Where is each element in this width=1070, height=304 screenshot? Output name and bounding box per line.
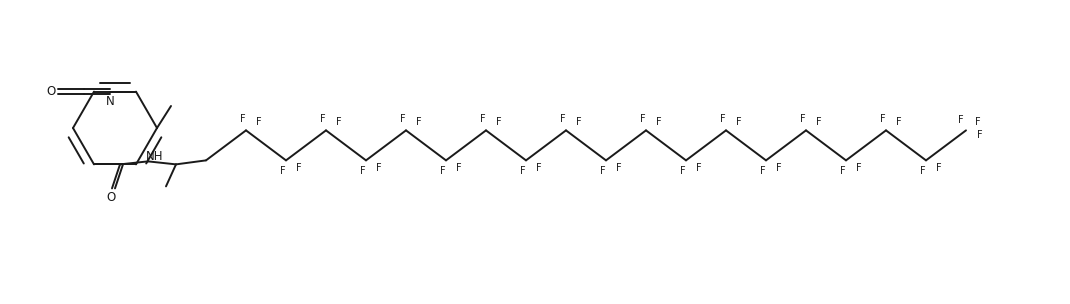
- Text: F: F: [600, 166, 606, 176]
- Text: F: F: [320, 114, 325, 124]
- Text: F: F: [496, 117, 502, 127]
- Text: F: F: [720, 114, 725, 124]
- Text: F: F: [681, 166, 686, 176]
- Text: F: F: [400, 114, 406, 124]
- Text: F: F: [936, 163, 942, 173]
- Text: O: O: [46, 85, 56, 98]
- Text: F: F: [776, 163, 782, 173]
- Text: F: F: [240, 114, 246, 124]
- Text: F: F: [336, 117, 341, 127]
- Text: F: F: [800, 114, 806, 124]
- Text: F: F: [897, 117, 902, 127]
- Text: O: O: [106, 191, 116, 204]
- Text: F: F: [256, 117, 262, 127]
- Text: F: F: [920, 166, 926, 176]
- Text: F: F: [697, 163, 702, 173]
- Text: F: F: [840, 166, 845, 176]
- Text: F: F: [856, 163, 861, 173]
- Text: F: F: [296, 163, 302, 173]
- Text: F: F: [959, 116, 964, 125]
- Text: F: F: [377, 163, 382, 173]
- Text: F: F: [816, 117, 822, 127]
- Text: F: F: [440, 166, 446, 176]
- Text: F: F: [616, 163, 622, 173]
- Text: F: F: [977, 130, 983, 140]
- Text: N: N: [106, 95, 114, 108]
- Text: F: F: [881, 114, 886, 124]
- Text: F: F: [640, 114, 646, 124]
- Text: F: F: [280, 166, 286, 176]
- Text: F: F: [656, 117, 662, 127]
- Text: F: F: [520, 166, 525, 176]
- Text: F: F: [975, 117, 981, 127]
- Text: F: F: [536, 163, 541, 173]
- Text: F: F: [456, 163, 462, 173]
- Text: F: F: [736, 117, 742, 127]
- Text: F: F: [480, 114, 486, 124]
- Text: F: F: [576, 117, 582, 127]
- Text: NH: NH: [147, 150, 164, 163]
- Text: F: F: [361, 166, 366, 176]
- Text: F: F: [416, 117, 422, 127]
- Text: F: F: [760, 166, 766, 176]
- Text: F: F: [561, 114, 566, 124]
